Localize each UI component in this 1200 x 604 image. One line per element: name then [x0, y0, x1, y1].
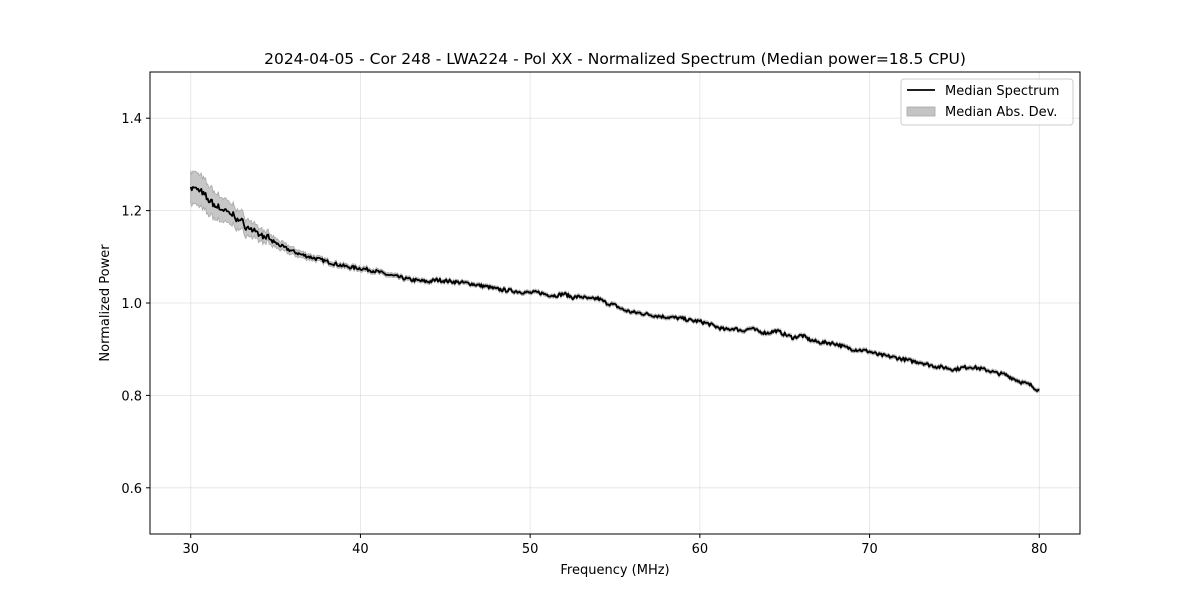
x-tick-label: 30 [182, 542, 199, 557]
median-abs-dev-band [190, 170, 1040, 394]
x-axis-label: Frequency (MHz) [560, 563, 669, 578]
legend-band-swatch [906, 106, 936, 117]
legend: Median Spectrum Median Abs. Dev. [900, 78, 1074, 126]
x-tick-label: 80 [1031, 542, 1048, 557]
chart-title: 2024-04-05 - Cor 248 - LWA224 - Pol XX -… [264, 50, 966, 68]
y-tick-label: 0.6 [121, 482, 142, 497]
axis-ticks: 30 40 50 60 70 80 0.6 0.8 1.0 1.2 1.4 [121, 112, 1047, 557]
y-tick-label: 1.4 [121, 112, 142, 127]
y-axis-label: Normalized Power [98, 244, 113, 362]
y-tick-label: 1.2 [121, 205, 142, 220]
x-tick-label: 50 [522, 542, 539, 557]
x-tick-label: 60 [692, 542, 709, 557]
y-tick-label: 0.8 [121, 389, 142, 404]
legend-label-median-abs-dev: Median Abs. Dev. [945, 105, 1057, 120]
y-tick-label: 1.0 [121, 297, 142, 312]
x-tick-label: 40 [352, 542, 369, 557]
x-tick-label: 70 [861, 542, 878, 557]
median-spectrum-line [189, 186, 1040, 392]
legend-label-median-spectrum: Median Spectrum [945, 84, 1059, 99]
legend-box [900, 78, 1074, 126]
